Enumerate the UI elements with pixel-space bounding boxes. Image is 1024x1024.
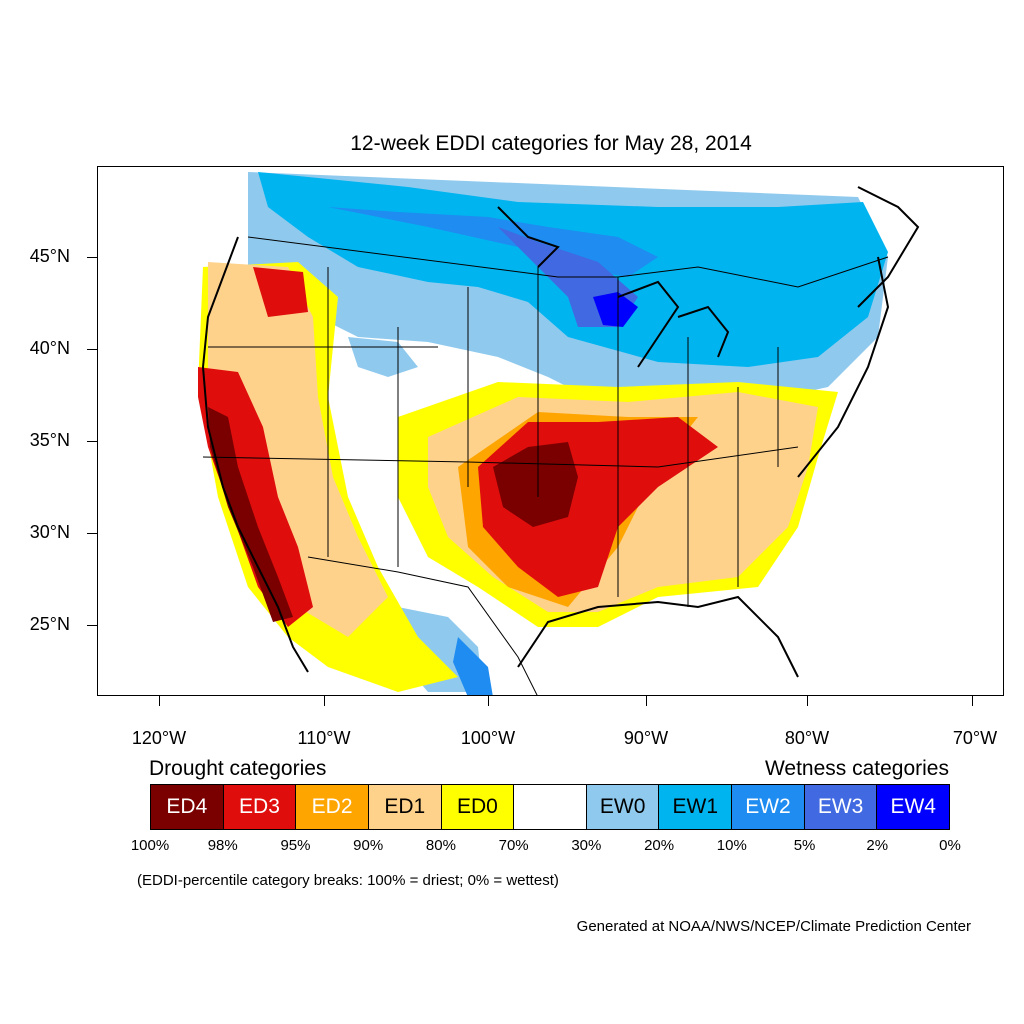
wet-patch-mountain — [348, 337, 418, 377]
break-label: 70% — [498, 837, 529, 854]
lon-tick-120w — [159, 696, 160, 706]
lon-tick-80w — [807, 696, 808, 706]
map-panel — [97, 166, 1004, 696]
west-ed3-nw — [253, 267, 308, 317]
wet-patch-texas-coast — [453, 637, 493, 695]
break-label: 80% — [425, 837, 456, 854]
break-label: 90% — [353, 837, 384, 854]
drought-categories-title: Drought categories — [149, 757, 327, 780]
west-ed4 — [208, 407, 293, 622]
break-label: 30% — [571, 837, 602, 854]
break-label: 2% — [866, 837, 889, 854]
lon-tick-110w — [324, 696, 325, 706]
eddi-map — [198, 172, 920, 695]
break-label: 20% — [644, 837, 675, 854]
legend-ed3: ED3 — [223, 785, 297, 829]
break-label: 0% — [939, 837, 961, 854]
legend-ew3: EW3 — [804, 785, 878, 829]
break-label: 95% — [280, 837, 311, 854]
lat-label-45n: 45°N — [29, 246, 70, 266]
lat-label-40n: 40°N — [29, 338, 70, 358]
break-label: 98% — [207, 837, 238, 854]
legend-ed0: ED0 — [441, 785, 515, 829]
break-label: 5% — [793, 837, 816, 854]
lon-label-100w: 100°W — [460, 728, 516, 748]
lon-label-80w: 80°W — [784, 728, 830, 748]
break-label: 10% — [716, 837, 747, 854]
legend-ew1: EW1 — [659, 785, 733, 829]
legend-ew0: EW0 — [586, 785, 660, 829]
legend-ew4: EW4 — [877, 785, 950, 829]
legend-ew2: EW2 — [732, 785, 805, 829]
lon-label-120w: 120°W — [131, 728, 187, 748]
legend-ed4: ED4 — [151, 785, 224, 829]
legend-ed1: ED1 — [368, 785, 442, 829]
credit-line: Generated at NOAA/NWS/NCEP/Climate Predi… — [576, 918, 971, 935]
lat-tick-45n — [87, 257, 97, 258]
lon-label-70w: 70°W — [952, 728, 998, 748]
lat-tick-35n — [87, 441, 97, 442]
coastlines — [201, 186, 920, 678]
wetness-categories-title: Wetness categories — [764, 757, 949, 780]
legend-neutral — [514, 785, 587, 829]
state-borders — [202, 236, 889, 695]
lon-tick-90w — [646, 696, 647, 706]
wet-band-ew4 — [593, 292, 638, 327]
lon-label-90w: 90°W — [623, 728, 669, 748]
lon-label-110w: 110°W — [297, 728, 351, 748]
lat-tick-40n — [87, 349, 97, 350]
lon-tick-70w — [972, 696, 973, 706]
lat-label-30n: 30°N — [29, 522, 70, 542]
lat-label-35n: 35°N — [29, 430, 70, 450]
legend-ed2: ED2 — [296, 785, 369, 829]
map-title: 12-week EDDI categories for May 28, 2014 — [350, 132, 752, 155]
category-legend: ED4 ED3 ED2 ED1 ED0 EW0 EW1 EW2 EW3 EW4 — [150, 784, 950, 830]
west-ed1 — [208, 262, 388, 637]
lat-tick-30n — [87, 533, 97, 534]
lat-label-25n: 25°N — [29, 614, 70, 634]
lon-tick-100w — [488, 696, 489, 706]
lat-tick-25n — [87, 625, 97, 626]
break-note: (EDDI-percentile category breaks: 100% =… — [137, 872, 559, 889]
break-label: 100% — [130, 837, 170, 854]
